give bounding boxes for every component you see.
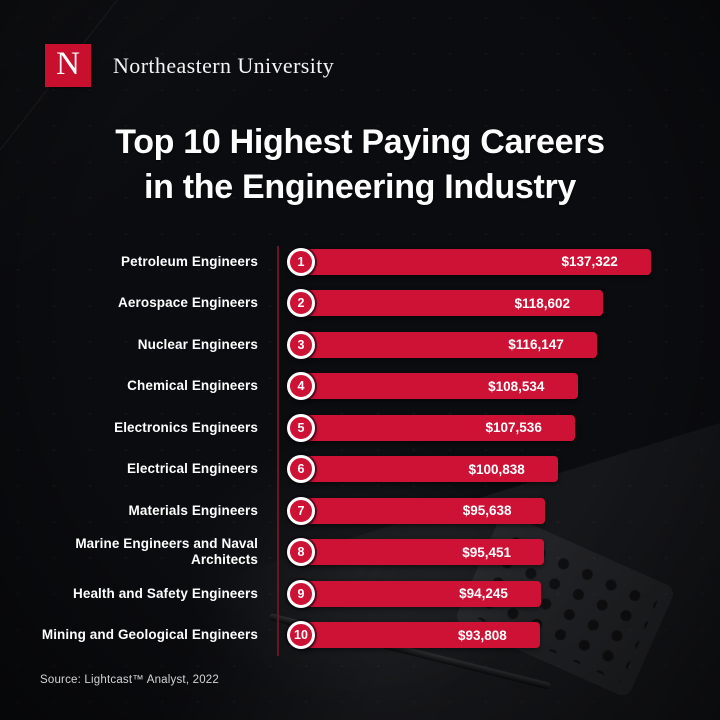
salary-value: $107,536 [485,420,542,436]
bar-track: $95,638 7 [287,496,655,525]
salary-value: $95,638 [462,503,512,519]
salary-value: $108,534 [488,378,545,394]
source-note: Source: Lightcast™ Analyst, 2022 [40,674,220,686]
value-bar: $107,536 [301,414,576,441]
brand-wordmark: Northeastern University [113,52,335,78]
category-label: Chemical Engineers [127,378,258,394]
bar-track: $95,451 8 [287,538,655,567]
chart-row: Petroleum Engineers $137,322 1 [40,241,695,283]
value-bar: $95,638 [301,497,545,524]
category-label: Electronics Engineers [114,419,258,435]
category-label: Mining and Geological Engineers [41,627,258,643]
chart-row: Health and Safety Engineers $94,245 9 [40,573,695,615]
value-bar: $108,534 [301,373,578,400]
salary-value: $100,838 [468,461,525,477]
salary-value: $94,245 [459,586,508,602]
chart-row: Electrical Engineers $100,838 6 [40,449,695,491]
rank-badge: 10 [287,621,315,650]
rank-badge: 2 [287,289,315,318]
salary-value: $118,602 [514,295,571,311]
category-label: Materials Engineers [128,502,258,518]
category-label: Marine Engineers and Naval Architects [75,535,258,568]
chart-row: Marine Engineers and Naval Architects $95… [40,532,695,574]
rank-badge: 9 [287,579,315,608]
rank-badge: 8 [287,538,315,567]
chart-row: Aerospace Engineers $118,602 2 [40,283,695,325]
chart-row: Mining and Geological Engineers $93,808 10 [40,615,695,657]
rank-badge: 6 [287,455,315,484]
chart-row: Materials Engineers $95,638 7 [40,490,695,532]
bar-track: $93,808 10 [287,621,655,650]
salary-value: $93,808 [458,627,507,643]
bar-track: $118,602 2 [287,289,655,318]
page-title-line2: in the Engineering Industry [143,168,577,207]
chart-axis-line [277,246,279,656]
salary-value: $137,322 [561,254,618,270]
rank-badge: 1 [287,247,315,276]
category-label: Aerospace Engineers [118,295,258,311]
chart-row: Chemical Engineers $108,534 4 [40,366,695,408]
value-bar: $95,451 [301,539,545,566]
logo-n-letter: N [56,46,80,82]
value-bar: $93,808 [301,622,541,649]
bar-track: $100,838 6 [287,455,655,484]
bar-track: $94,245 9 [287,579,655,608]
page-title-line1: Top 10 Highest Paying Careers [115,123,605,161]
chart-row: Electronics Engineers $107,536 5 [40,407,695,449]
value-bar: $116,147 [301,331,598,358]
bar-track: $107,536 5 [287,413,655,442]
rank-badge: 4 [287,372,315,401]
value-bar: $100,838 [301,456,558,483]
rank-badge: 7 [287,496,315,525]
salary-value: $95,451 [462,544,512,560]
bar-chart: Petroleum Engineers $137,322 1 Aerospace En… [40,241,695,656]
bar-track: $137,322 1 [287,247,655,276]
northeastern-logo: N [45,44,91,87]
chart-row: Nuclear Engineers $116,147 3 [40,324,695,366]
salary-value: $116,147 [508,337,564,353]
value-bar: $118,602 [301,290,604,317]
value-bar: $94,245 [301,580,542,607]
rank-badge: 3 [287,330,315,359]
page-title: Top 10 Highest Paying Careers in the Eng… [0,120,720,210]
header: N Northeastern University [45,44,334,87]
category-label: Electrical Engineers [126,461,258,477]
category-label: Nuclear Engineers [137,336,258,352]
category-label: Health and Safety Engineers [72,585,258,601]
rank-badge: 5 [287,413,315,442]
bar-track: $116,147 3 [287,330,655,359]
category-label: Petroleum Engineers [121,253,258,269]
bar-track: $108,534 4 [287,372,655,401]
value-bar: $137,322 [301,248,651,275]
